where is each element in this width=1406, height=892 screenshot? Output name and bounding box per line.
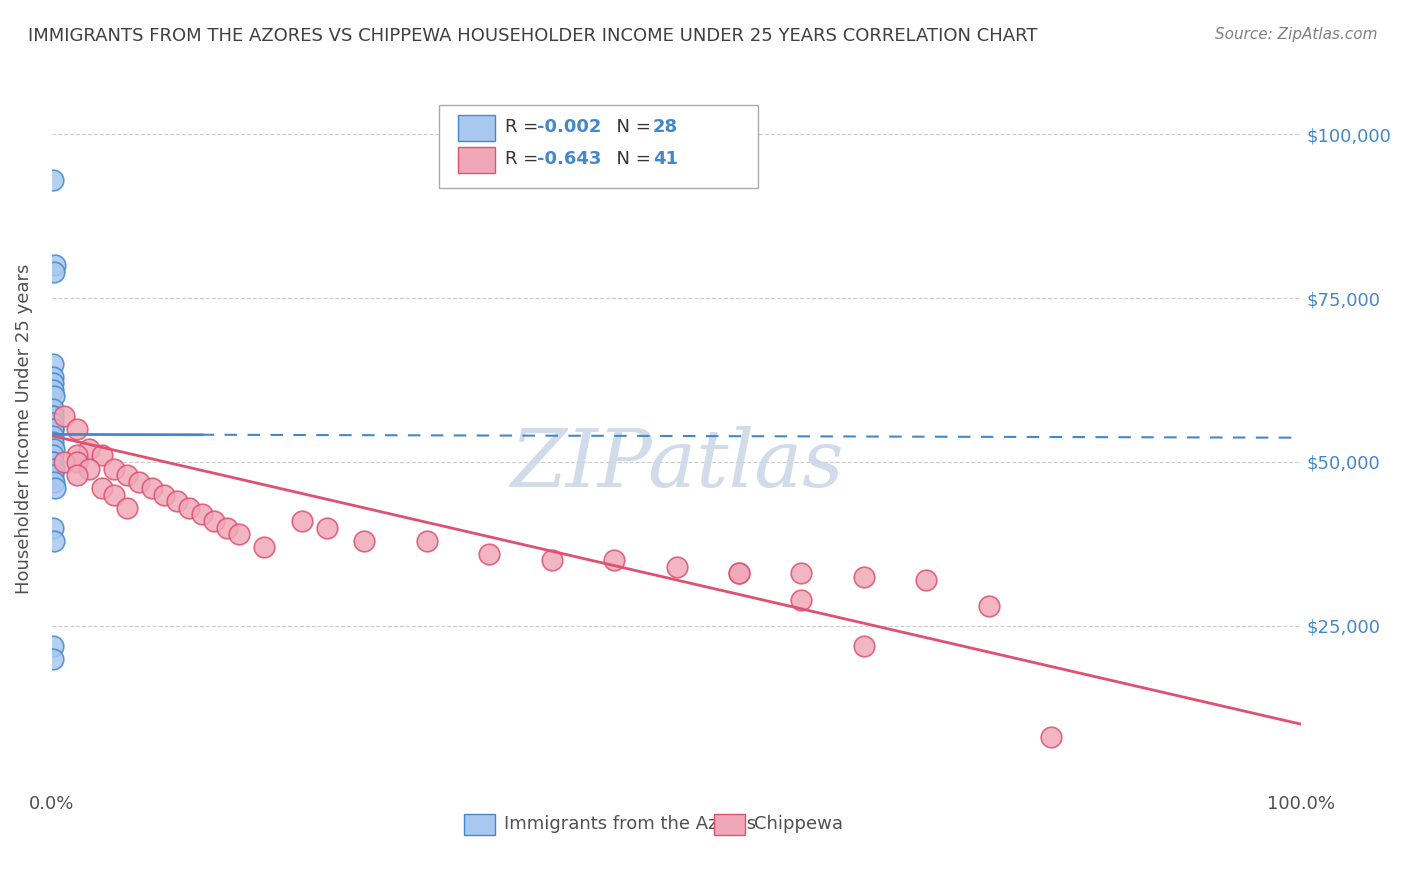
Text: IMMIGRANTS FROM THE AZORES VS CHIPPEWA HOUSEHOLDER INCOME UNDER 25 YEARS CORRELA: IMMIGRANTS FROM THE AZORES VS CHIPPEWA H…	[28, 27, 1038, 45]
Point	[42, 428, 65, 442]
Point	[66, 449, 89, 463]
Point	[103, 488, 125, 502]
Text: R =: R =	[505, 118, 544, 136]
Point	[90, 449, 112, 463]
Point	[44, 461, 66, 475]
Point	[42, 455, 65, 469]
Point	[42, 435, 65, 450]
Y-axis label: Householder Income Under 25 years: Householder Income Under 25 years	[15, 264, 32, 594]
Point	[44, 533, 66, 548]
FancyBboxPatch shape	[458, 115, 495, 141]
Point	[42, 173, 65, 187]
Point	[190, 508, 212, 522]
Point	[353, 533, 375, 548]
Point	[42, 357, 65, 371]
Point	[115, 468, 138, 483]
Point	[44, 442, 66, 456]
Point	[603, 553, 626, 567]
Point	[42, 422, 65, 436]
Point	[215, 520, 238, 534]
Point	[42, 449, 65, 463]
FancyBboxPatch shape	[458, 147, 495, 173]
Text: R =: R =	[505, 150, 544, 168]
Point	[42, 468, 65, 483]
Point	[790, 566, 813, 581]
Point	[141, 481, 163, 495]
Text: ZIPatlas: ZIPatlas	[510, 426, 844, 504]
Point	[166, 494, 188, 508]
Point	[1040, 731, 1063, 745]
FancyBboxPatch shape	[439, 104, 758, 187]
Text: 28: 28	[652, 118, 678, 136]
Text: -0.002: -0.002	[537, 118, 600, 136]
Point	[44, 481, 66, 495]
FancyBboxPatch shape	[464, 814, 495, 835]
Point	[202, 514, 225, 528]
Point	[42, 383, 65, 397]
Point	[415, 533, 437, 548]
Point	[179, 500, 201, 515]
Text: N =: N =	[606, 150, 657, 168]
Point	[42, 422, 65, 436]
Point	[540, 553, 562, 567]
Point	[665, 560, 688, 574]
Point	[728, 566, 751, 581]
Point	[44, 258, 66, 272]
Point	[53, 455, 76, 469]
Point	[66, 468, 89, 483]
Point	[42, 376, 65, 391]
Point	[53, 409, 76, 423]
Text: Source: ZipAtlas.com: Source: ZipAtlas.com	[1215, 27, 1378, 42]
Point	[291, 514, 314, 528]
Point	[66, 455, 89, 469]
Point	[77, 442, 100, 456]
Point	[42, 369, 65, 384]
Text: Chippewa: Chippewa	[754, 815, 844, 833]
Point	[852, 570, 875, 584]
Point	[315, 520, 337, 534]
Point	[478, 547, 501, 561]
Point	[790, 592, 813, 607]
Point	[915, 573, 938, 587]
Point	[977, 599, 1000, 614]
Point	[42, 409, 65, 423]
Point	[42, 409, 65, 423]
Point	[103, 461, 125, 475]
Text: 41: 41	[652, 150, 678, 168]
Point	[42, 416, 65, 430]
Point	[728, 566, 751, 581]
Text: -0.643: -0.643	[537, 150, 600, 168]
Point	[44, 265, 66, 279]
Text: N =: N =	[606, 118, 657, 136]
Point	[77, 461, 100, 475]
Point	[90, 481, 112, 495]
Point	[153, 488, 176, 502]
Point	[42, 520, 65, 534]
Point	[128, 475, 150, 489]
Point	[42, 651, 65, 665]
Point	[852, 639, 875, 653]
Point	[66, 422, 89, 436]
Point	[253, 540, 276, 554]
FancyBboxPatch shape	[714, 814, 745, 835]
Point	[44, 475, 66, 489]
Point	[115, 500, 138, 515]
Point	[44, 389, 66, 403]
Point	[228, 527, 250, 541]
Point	[42, 639, 65, 653]
Point	[42, 455, 65, 469]
Text: Immigrants from the Azores: Immigrants from the Azores	[505, 815, 756, 833]
Point	[42, 402, 65, 417]
